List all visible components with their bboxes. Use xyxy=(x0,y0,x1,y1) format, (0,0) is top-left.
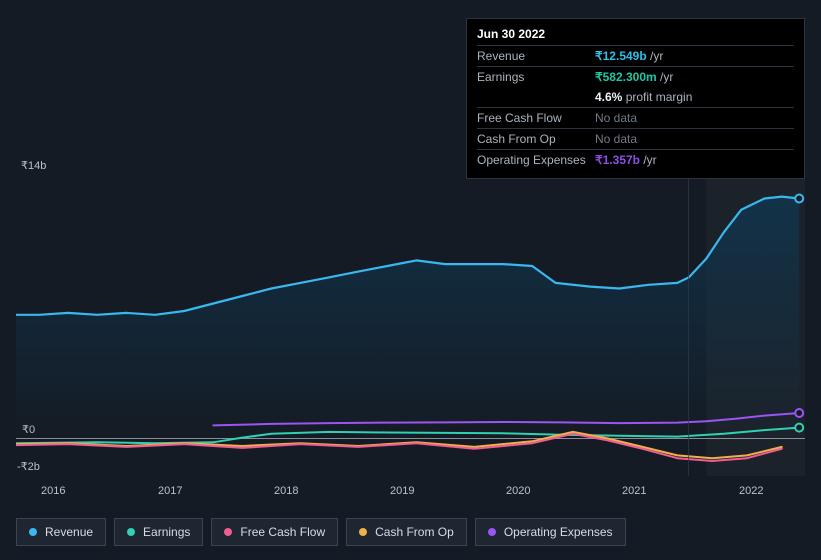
chart-svg xyxy=(16,176,805,476)
revenue-area xyxy=(16,197,799,439)
legend-label: Earnings xyxy=(143,525,190,539)
legend-label: Cash From Op xyxy=(375,525,454,539)
tooltip-row-opex: Operating Expenses ₹1.357b /yr xyxy=(477,149,794,170)
tooltip-row-cfo: Cash From Op No data xyxy=(477,128,794,149)
legend-item-cfo[interactable]: Cash From Op xyxy=(346,518,467,546)
legend-dot-icon xyxy=(127,528,135,536)
tooltip-row-revenue: Revenue ₹12.549b /yr xyxy=(477,45,794,66)
xaxis-label: 2020 xyxy=(506,485,530,497)
tooltip-row-margin: 4.6% profit margin xyxy=(477,87,794,107)
yaxis-label-top: ₹14b xyxy=(21,159,46,172)
legend-label: Operating Expenses xyxy=(504,525,613,539)
legend-item-opex[interactable]: Operating Expenses xyxy=(475,518,626,546)
legend-dot-icon xyxy=(224,528,232,536)
xaxis-label: 2018 xyxy=(274,485,298,497)
tooltip-label: Earnings xyxy=(477,70,595,84)
xaxis-label: 2022 xyxy=(739,485,763,497)
tooltip-row-fcf: Free Cash Flow No data xyxy=(477,107,794,128)
tooltip-value: ₹582.300m /yr xyxy=(595,70,673,84)
series-end-marker-earnings xyxy=(795,424,803,432)
legend-dot-icon xyxy=(359,528,367,536)
series-end-marker-opex xyxy=(795,409,803,417)
tooltip-label: Cash From Op xyxy=(477,132,595,146)
xaxis-label: 2021 xyxy=(622,485,646,497)
hover-tooltip: Jun 30 2022 Revenue ₹12.549b /yr Earning… xyxy=(466,18,805,179)
legend-item-fcf[interactable]: Free Cash Flow xyxy=(211,518,338,546)
tooltip-label xyxy=(477,90,595,104)
tooltip-value: No data xyxy=(595,111,637,125)
chart-area[interactable] xyxy=(16,176,805,476)
tooltip-value: ₹12.549b /yr xyxy=(595,49,663,63)
xaxis-label: 2019 xyxy=(390,485,414,497)
legend-dot-icon xyxy=(488,528,496,536)
tooltip-row-earnings: Earnings ₹582.300m /yr xyxy=(477,66,794,87)
legend-dot-icon xyxy=(29,528,37,536)
legend-label: Free Cash Flow xyxy=(240,525,325,539)
legend: Revenue Earnings Free Cash Flow Cash From O… xyxy=(16,518,626,546)
legend-item-revenue[interactable]: Revenue xyxy=(16,518,106,546)
tooltip-value: ₹1.357b /yr xyxy=(595,153,657,167)
tooltip-label: Revenue xyxy=(477,49,595,63)
legend-label: Revenue xyxy=(45,525,93,539)
legend-item-earnings[interactable]: Earnings xyxy=(114,518,203,546)
tooltip-label: Free Cash Flow xyxy=(477,111,595,125)
tooltip-label: Operating Expenses xyxy=(477,153,595,167)
tooltip-date: Jun 30 2022 xyxy=(477,25,794,45)
tooltip-value: No data xyxy=(595,132,637,146)
forecast-divider xyxy=(688,176,689,476)
tooltip-value: 4.6% profit margin xyxy=(595,90,692,104)
xaxis-label: 2016 xyxy=(41,485,65,497)
series-end-marker-revenue xyxy=(795,195,803,203)
xaxis-label: 2017 xyxy=(158,485,182,497)
